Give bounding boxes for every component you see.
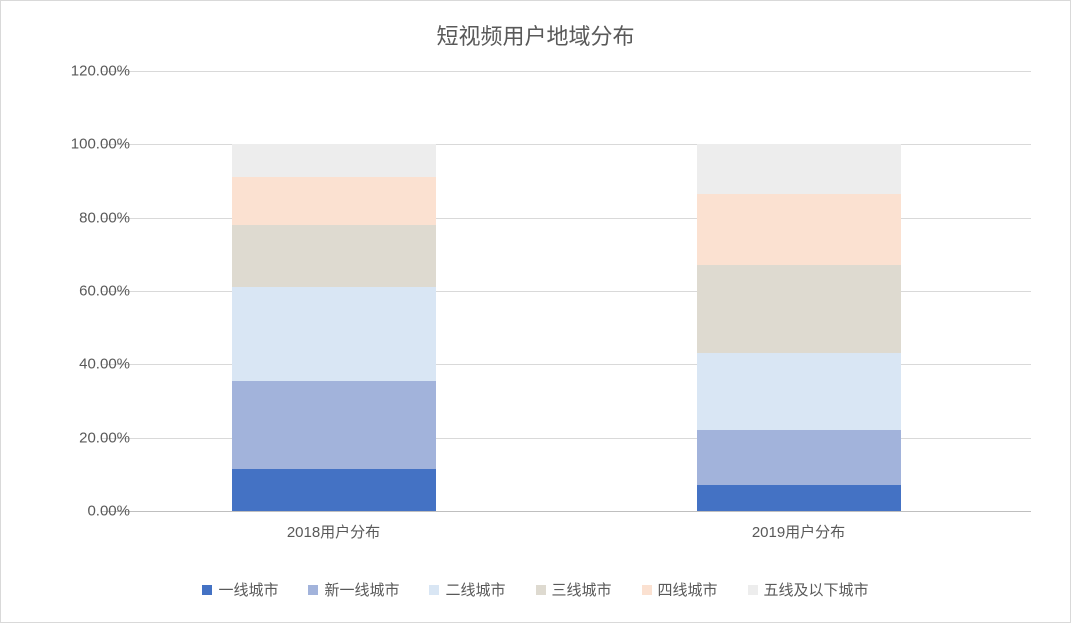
legend-item: 一线城市 bbox=[202, 579, 278, 600]
x-tick-label: 2019用户分布 bbox=[566, 521, 1031, 542]
legend-swatch bbox=[642, 585, 652, 595]
bar-segment bbox=[697, 265, 901, 353]
y-tick-label: 40.00% bbox=[50, 356, 130, 373]
bar-segment bbox=[232, 177, 436, 225]
legend-item: 三线城市 bbox=[536, 579, 612, 600]
bar-segment bbox=[697, 144, 901, 194]
bar-segment bbox=[232, 225, 436, 287]
y-tick-label: 80.00% bbox=[50, 209, 130, 226]
legend-swatch bbox=[308, 585, 318, 595]
legend-item: 五线及以下城市 bbox=[748, 579, 869, 600]
bar-segment bbox=[232, 381, 436, 469]
legend-label: 四线城市 bbox=[658, 579, 718, 600]
y-tick-label: 60.00% bbox=[50, 283, 130, 300]
legend-label: 一线城市 bbox=[218, 579, 278, 600]
legend-swatch bbox=[429, 585, 439, 595]
legend: 一线城市 新一线城市 二线城市 三线城市 四线城市 五线及以下城市 bbox=[1, 579, 1070, 600]
legend-label: 新一线城市 bbox=[324, 579, 399, 600]
y-tick-label: 0.00% bbox=[50, 503, 130, 520]
stacked-bar bbox=[232, 144, 436, 511]
gridline bbox=[101, 511, 1031, 512]
legend-label: 二线城市 bbox=[445, 579, 505, 600]
legend-swatch bbox=[536, 585, 546, 595]
bar-segment bbox=[697, 194, 901, 266]
bar-segment bbox=[232, 287, 436, 381]
stacked-bar bbox=[697, 144, 901, 511]
legend-label: 五线及以下城市 bbox=[764, 579, 869, 600]
bar-segment bbox=[697, 353, 901, 430]
y-tick-label: 100.00% bbox=[50, 136, 130, 153]
legend-item: 四线城市 bbox=[642, 579, 718, 600]
bar-segment bbox=[232, 144, 436, 177]
bar-segment bbox=[232, 469, 436, 511]
chart-title: 短视频用户地域分布 bbox=[1, 1, 1070, 51]
y-tick-label: 120.00% bbox=[50, 63, 130, 80]
x-tick-label: 2018用户分布 bbox=[101, 521, 566, 542]
legend-swatch bbox=[748, 585, 758, 595]
legend-swatch bbox=[202, 585, 212, 595]
y-tick-label: 20.00% bbox=[50, 429, 130, 446]
legend-item: 二线城市 bbox=[429, 579, 505, 600]
legend-item: 新一线城市 bbox=[308, 579, 399, 600]
bar-group: 2018用户分布 bbox=[101, 71, 566, 511]
bar-segment bbox=[697, 430, 901, 485]
bar-group: 2019用户分布 bbox=[566, 71, 1031, 511]
bars-area: 2018用户分布2019用户分布 bbox=[101, 71, 1031, 511]
bar-segment bbox=[697, 485, 901, 511]
chart-container: 短视频用户地域分布 2018用户分布2019用户分布 一线城市 新一线城市 二线城市… bbox=[0, 0, 1071, 623]
plot-area: 2018用户分布2019用户分布 bbox=[101, 71, 1031, 511]
legend-label: 三线城市 bbox=[552, 579, 612, 600]
